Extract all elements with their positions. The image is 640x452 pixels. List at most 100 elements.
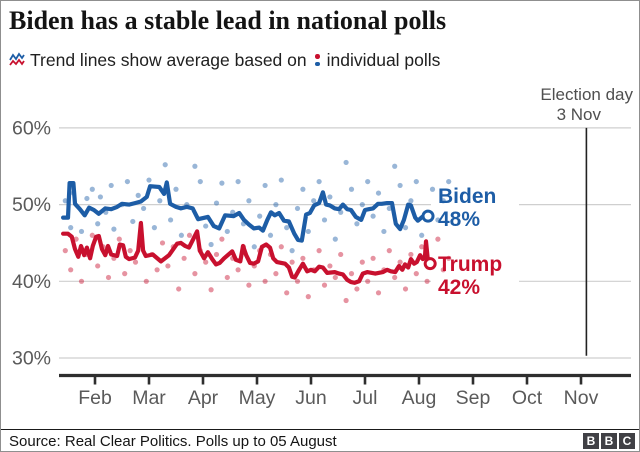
poll-dot-biden xyxy=(146,177,152,183)
poll-dot-biden xyxy=(413,178,419,185)
label-mask-trump xyxy=(431,250,519,296)
poll-dot-biden xyxy=(108,182,114,189)
poll-dot-trump xyxy=(122,271,128,277)
x-axis-label-may: May xyxy=(239,387,276,409)
poll-dot-trump xyxy=(435,236,441,242)
poll-dot-biden xyxy=(397,182,403,189)
poll-dot-trump xyxy=(294,278,301,284)
x-axis-label-aug: Aug xyxy=(402,387,437,409)
red-poll-dot xyxy=(315,54,320,59)
poll-dot-biden xyxy=(178,232,184,238)
poll-dot-trump xyxy=(165,263,171,269)
page-title: Biden has a stable lead in national poll… xyxy=(9,6,447,35)
poll-dot-biden xyxy=(365,178,371,185)
poll-dot-biden xyxy=(124,178,130,185)
trend-lines-icon xyxy=(9,52,25,66)
poll-dot-biden xyxy=(359,202,365,208)
poll-dot-biden xyxy=(273,202,279,208)
poll-dot-trump xyxy=(127,248,133,254)
election-day-label: Election day xyxy=(540,85,633,104)
poll-dot-trump xyxy=(284,290,290,296)
poll-dot-biden xyxy=(446,178,452,185)
poll-dot-trump xyxy=(440,267,446,273)
poll-dot-biden xyxy=(111,226,117,232)
poll-dot-trump xyxy=(338,251,344,258)
poll-dot-trump xyxy=(392,274,398,281)
poll-dot-trump xyxy=(116,236,122,242)
poll-dot-trump xyxy=(332,274,338,281)
y-axis-label-40: 40% xyxy=(12,271,51,293)
poll-dot-biden xyxy=(208,241,214,248)
poll-dot-biden xyxy=(224,228,230,235)
poll-dot-trump xyxy=(446,255,452,261)
poll-dot-biden xyxy=(141,205,147,212)
key-text-polls: individual polls xyxy=(326,49,441,70)
poll-dot-biden xyxy=(316,178,322,185)
poll-dot-biden xyxy=(62,198,68,204)
poll-dot-biden xyxy=(311,198,317,204)
blue-poll-dot xyxy=(315,61,320,66)
x-axis-label-mar: Mar xyxy=(132,387,166,409)
x-axis-label-feb: Feb xyxy=(78,387,112,409)
poll-dot-trump xyxy=(273,271,279,277)
poll-dot-biden xyxy=(78,228,85,235)
poll-dot-biden xyxy=(435,217,441,223)
poll-dot-biden xyxy=(97,194,103,200)
poll-dot-trump xyxy=(402,286,409,292)
poll-dot-trump xyxy=(78,278,85,284)
series-label-biden: Biden xyxy=(438,185,496,208)
poll-dot-trump xyxy=(224,274,230,281)
end-marker-trump xyxy=(423,257,437,271)
poll-dot-trump xyxy=(246,282,252,288)
poll-dot-trump xyxy=(192,271,198,277)
poll-dot-biden xyxy=(332,236,338,242)
poll-dot-trump xyxy=(343,297,349,304)
poll-dot-biden xyxy=(135,192,141,198)
poll-dot-biden xyxy=(157,198,163,204)
y-axis-label-30: 30% xyxy=(12,348,51,370)
poll-dot-biden xyxy=(278,177,284,183)
x-axis-label-oct: Oct xyxy=(512,387,543,409)
poll-dot-trump xyxy=(408,251,414,258)
poll-dot-biden xyxy=(321,217,328,223)
poll-dot-trump xyxy=(386,248,392,254)
poll-dot-biden xyxy=(300,186,306,192)
poll-dot-trump xyxy=(213,251,220,258)
label-mask-biden xyxy=(431,185,519,229)
poll-dot-trump xyxy=(89,232,95,238)
poll-trend-chart: 30% 40% 50% 60% Election day 3 Nov Biden 48% Tru… xyxy=(1,81,639,421)
poll-dot-trump xyxy=(159,240,166,246)
poll-dot-biden xyxy=(348,186,355,192)
poll-dot-biden xyxy=(429,186,436,192)
poll-dot-biden xyxy=(213,200,220,206)
poll-dot-biden xyxy=(235,178,241,185)
poll-dot-biden xyxy=(408,198,414,204)
individual-polls-icon xyxy=(314,52,322,68)
x-axis-label-apr: Apr xyxy=(188,387,219,409)
poll-dot-biden xyxy=(162,162,168,168)
poll-dot-trump xyxy=(419,244,425,250)
poll-dot-trump xyxy=(365,278,371,284)
poll-dot-trump xyxy=(327,263,333,269)
poll-dot-biden xyxy=(294,205,301,212)
poll-dot-biden xyxy=(219,180,225,186)
poll-dot-biden xyxy=(84,195,90,202)
poll-dot-biden xyxy=(375,190,382,196)
poll-dot-biden xyxy=(251,244,257,250)
poll-dot-trump xyxy=(68,267,74,273)
poll-dot-biden xyxy=(192,163,198,169)
chart-key: Trend lines show average based on indivi… xyxy=(9,49,629,71)
series-value-biden: 48% xyxy=(438,208,480,231)
poll-dot-trump xyxy=(95,263,101,269)
trend-line-biden xyxy=(61,180,429,243)
poll-dot-trump xyxy=(154,267,160,273)
poll-dot-biden xyxy=(402,225,409,231)
poll-dot-biden xyxy=(151,225,157,231)
poll-dot-biden xyxy=(370,213,376,219)
poll-dot-biden xyxy=(173,186,179,192)
poll-dot-biden xyxy=(89,186,95,192)
poll-dot-biden xyxy=(246,198,252,204)
poll-dot-trump xyxy=(186,232,193,238)
